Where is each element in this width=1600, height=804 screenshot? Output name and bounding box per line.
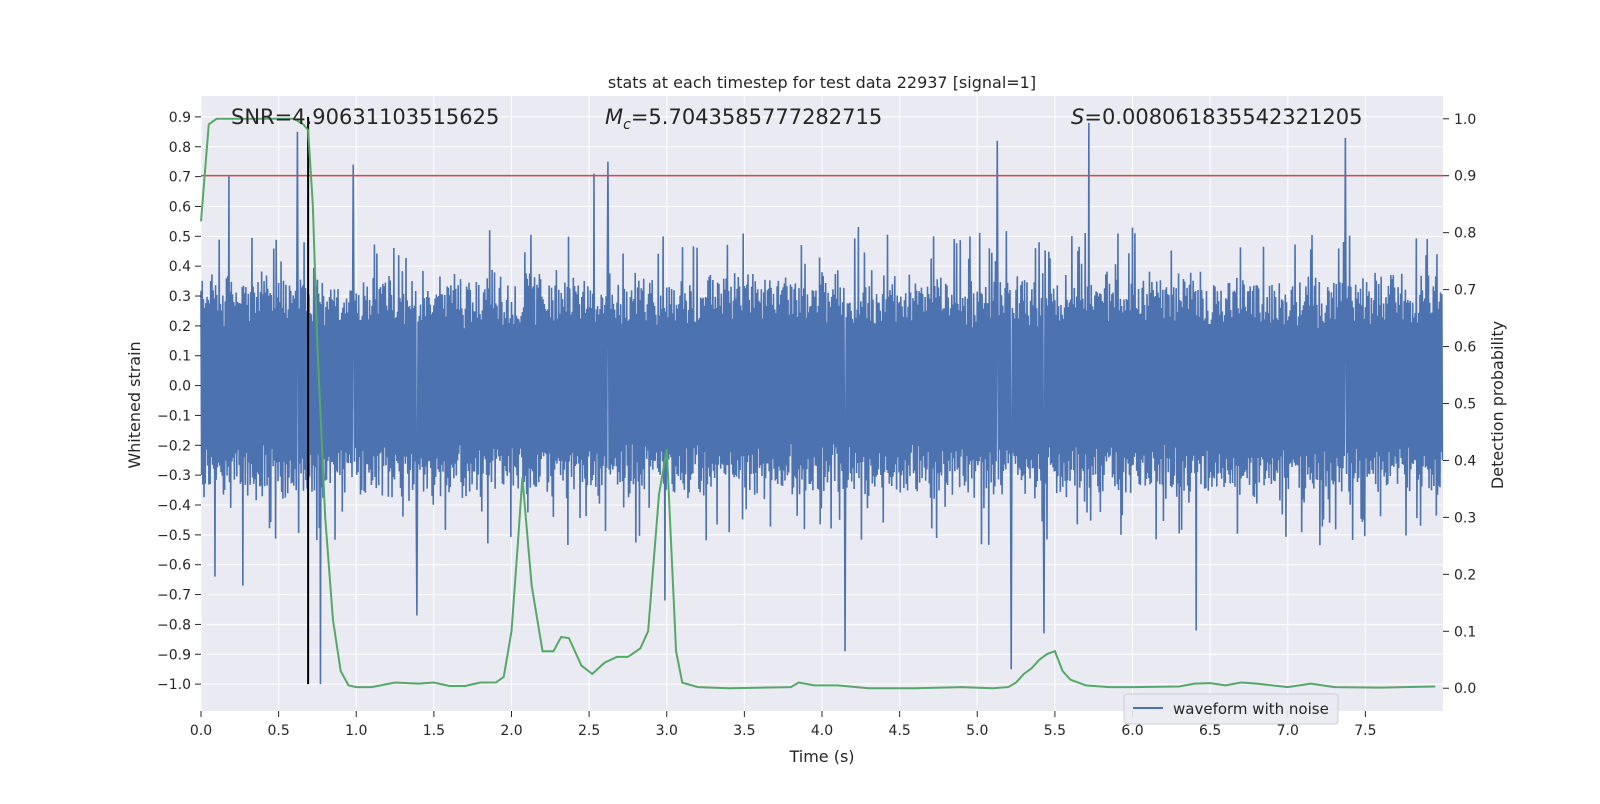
y-tick-label: −0.4	[157, 498, 191, 514]
y-tick-label: −1.0	[157, 677, 191, 693]
y-tick-label: 0.3	[169, 289, 191, 305]
y2-tick-label: 0.1	[1454, 624, 1476, 640]
waveform-line	[200, 122, 1444, 685]
x-tick-label: 7.0	[1277, 723, 1299, 739]
x-tick-label: 7.5	[1354, 723, 1376, 739]
y-tick-label: −0.2	[157, 438, 191, 454]
y-tick-label: −0.6	[157, 558, 191, 574]
x-tick-label: 1.5	[423, 723, 445, 739]
y-tick-label: 0.5	[169, 229, 191, 245]
y-tick-label: 0.0	[169, 379, 191, 395]
s-annotation: S=0.008061835542321205	[1071, 105, 1362, 129]
waveform-series	[200, 122, 1444, 685]
legend: waveform with noise	[1123, 693, 1339, 725]
y-tick-label: 0.9	[169, 110, 191, 126]
x-tick-label: 4.5	[888, 723, 910, 739]
x-tick-label: 2.5	[578, 723, 600, 739]
y2-tick-label: 0.2	[1454, 567, 1476, 583]
y2-tick-label: 0.7	[1454, 283, 1476, 299]
y2-tick-label: 0.3	[1454, 510, 1476, 526]
y-tick-label: −0.5	[157, 528, 191, 544]
mc-subscript: c	[623, 117, 631, 133]
y-axis-ticks: −1.0 −0.9 −0.8 −0.7 −0.6 −0.5 −0.4 −0.3 −0.2 −0.1…	[157, 110, 201, 693]
y-tick-label: −0.1	[157, 408, 191, 424]
mc-symbol: M	[605, 105, 623, 129]
mc-value: =5.7043585777282715	[631, 105, 882, 129]
y2-axis-ticks: 0.0 0.1 0.2 0.3 0.4 0.5 0.6 0.7 0.8 0.9 1.0	[1443, 112, 1476, 697]
x-tick-label: 5.5	[1044, 723, 1066, 739]
chart-title: stats at each timestep for test data 229…	[608, 73, 1036, 92]
y2-tick-label: 0.9	[1454, 169, 1476, 185]
y2-tick-label: 0.6	[1454, 340, 1476, 356]
y2-tick-label: 0.5	[1454, 397, 1476, 413]
x-axis-ticks: 0.0 0.5 1.0 1.5 2.0 2.5 3.0 3.5 4.0 4.5 5.0 5.5 6.0 6…	[190, 711, 1377, 739]
y-tick-label: −0.9	[157, 647, 191, 663]
y-tick-label: 0.6	[169, 199, 191, 215]
x-tick-label: 6.5	[1199, 723, 1221, 739]
y2-tick-label: 0.8	[1454, 226, 1476, 242]
snr-annotation: SNR=4.90631103515625	[231, 105, 499, 129]
s-value: =0.008061835542321205	[1084, 105, 1362, 129]
y-tick-label: −0.7	[157, 588, 191, 604]
y-tick-label: −0.3	[157, 468, 191, 484]
y-axis-label: Whitened strain	[125, 341, 144, 468]
probability-series	[200, 117, 1436, 690]
y-tick-label: 0.2	[169, 319, 191, 335]
x-tick-label: 6.0	[1121, 723, 1143, 739]
x-tick-label: 5.0	[966, 723, 988, 739]
legend-box	[1123, 693, 1339, 725]
y-tick-label: −0.8	[157, 617, 191, 633]
y-tick-label: 0.1	[169, 349, 191, 365]
x-axis-label: Time (s)	[788, 747, 854, 766]
y2-axis-label: Detection probability	[1488, 321, 1507, 489]
y-tick-label: 0.8	[169, 140, 191, 156]
y2-tick-label: 0.0	[1454, 681, 1476, 697]
y2-tick-label: 1.0	[1454, 112, 1476, 128]
probability-line	[200, 117, 1436, 690]
x-tick-label: 2.0	[500, 723, 522, 739]
x-tick-label: 0.0	[190, 723, 212, 739]
y-tick-label: 0.7	[169, 170, 191, 186]
x-tick-label: 3.0	[656, 723, 678, 739]
x-tick-label: 1.0	[345, 723, 367, 739]
x-tick-label: 0.5	[267, 723, 289, 739]
mc-annotation: Mc=5.7043585777282715	[605, 105, 882, 133]
y-tick-label: 0.4	[169, 259, 191, 275]
s-symbol: S	[1071, 105, 1084, 129]
legend-label: waveform with noise	[1173, 700, 1329, 718]
y2-tick-label: 0.4	[1454, 453, 1476, 469]
x-tick-label: 4.0	[811, 723, 833, 739]
x-tick-label: 3.5	[733, 723, 755, 739]
